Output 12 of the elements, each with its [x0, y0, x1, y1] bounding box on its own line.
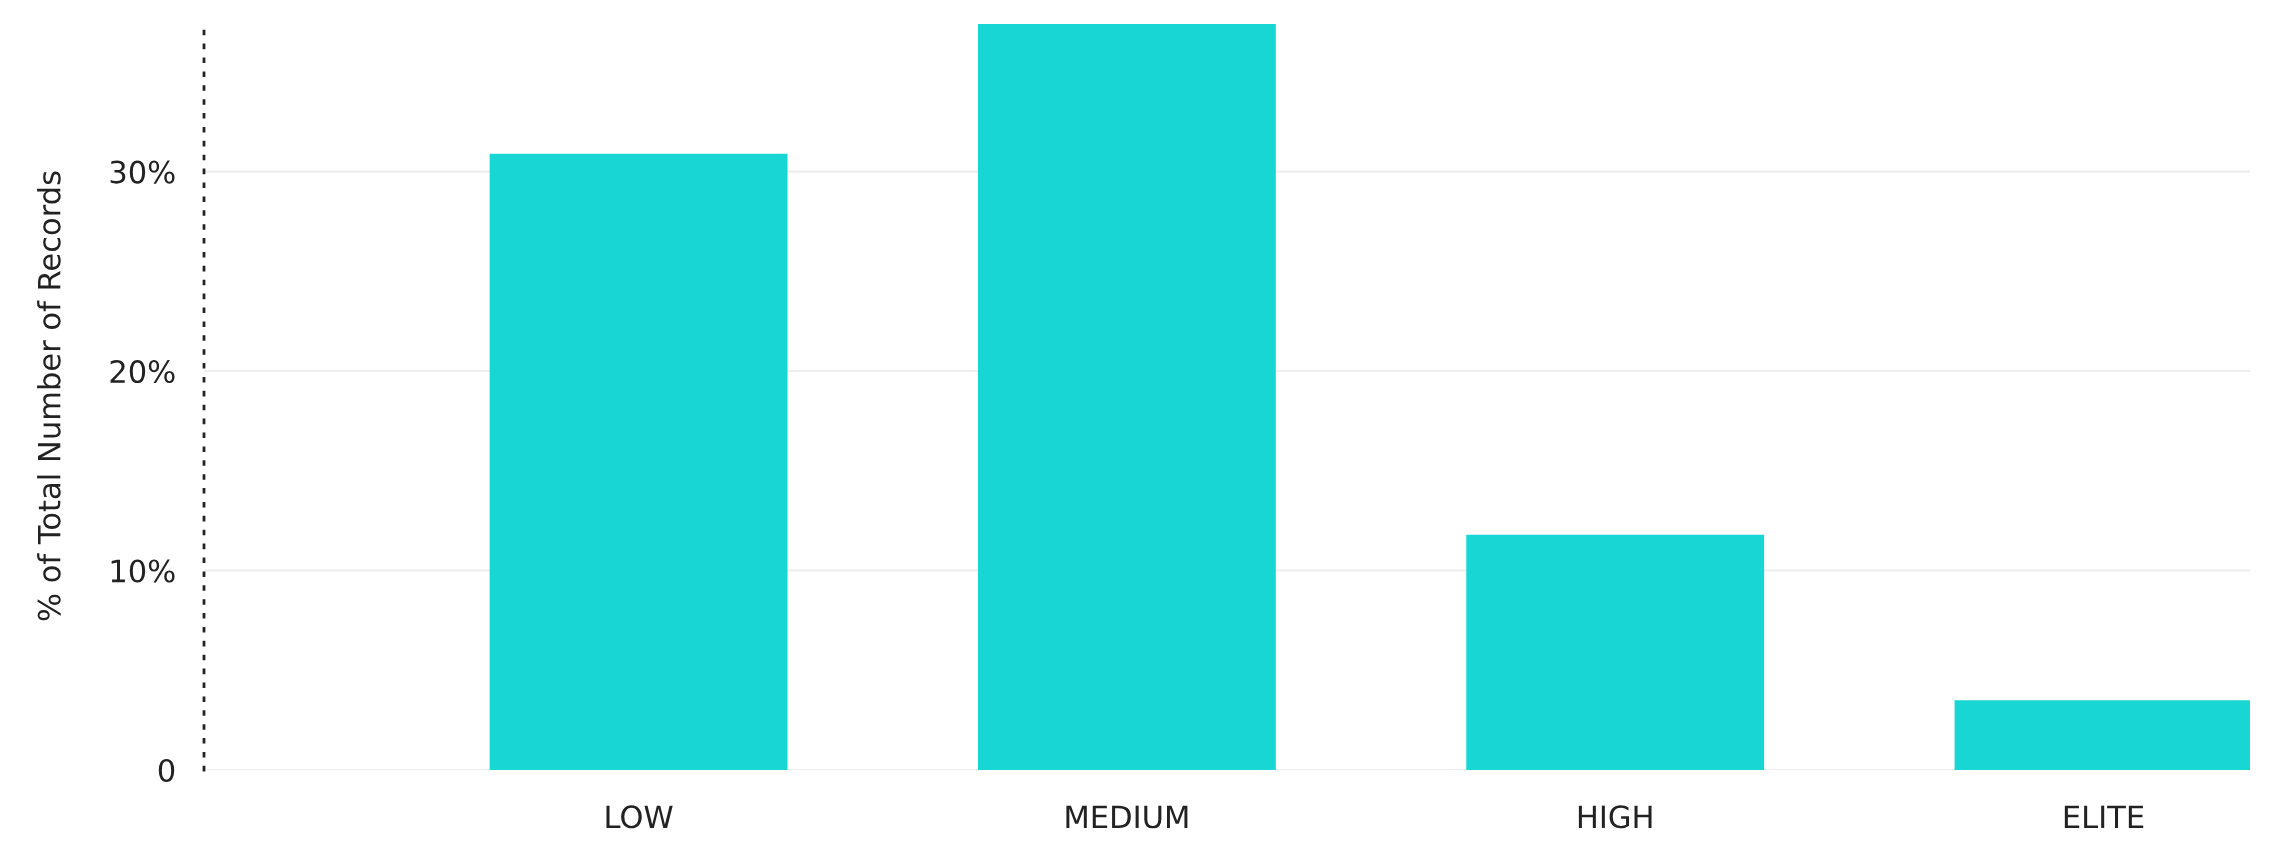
x-tick-label: MEDIUM — [1066, 805, 1188, 829]
x-tick-label: LOW — [606, 805, 673, 829]
bar — [1466, 534, 1765, 770]
bar — [489, 153, 788, 770]
x-tick-label: ELITE — [2064, 805, 2144, 828]
y-tick-label: 30% — [110, 160, 175, 184]
y-tick-label: 10% — [111, 559, 175, 583]
y-tick-label: 20% — [110, 360, 175, 384]
x-tick-label: HIGH — [1578, 805, 1652, 829]
bar — [977, 23, 1276, 770]
y-axis-title: % of Total Number of Records — [37, 171, 61, 621]
y-tick-label: 0 — [158, 758, 175, 783]
